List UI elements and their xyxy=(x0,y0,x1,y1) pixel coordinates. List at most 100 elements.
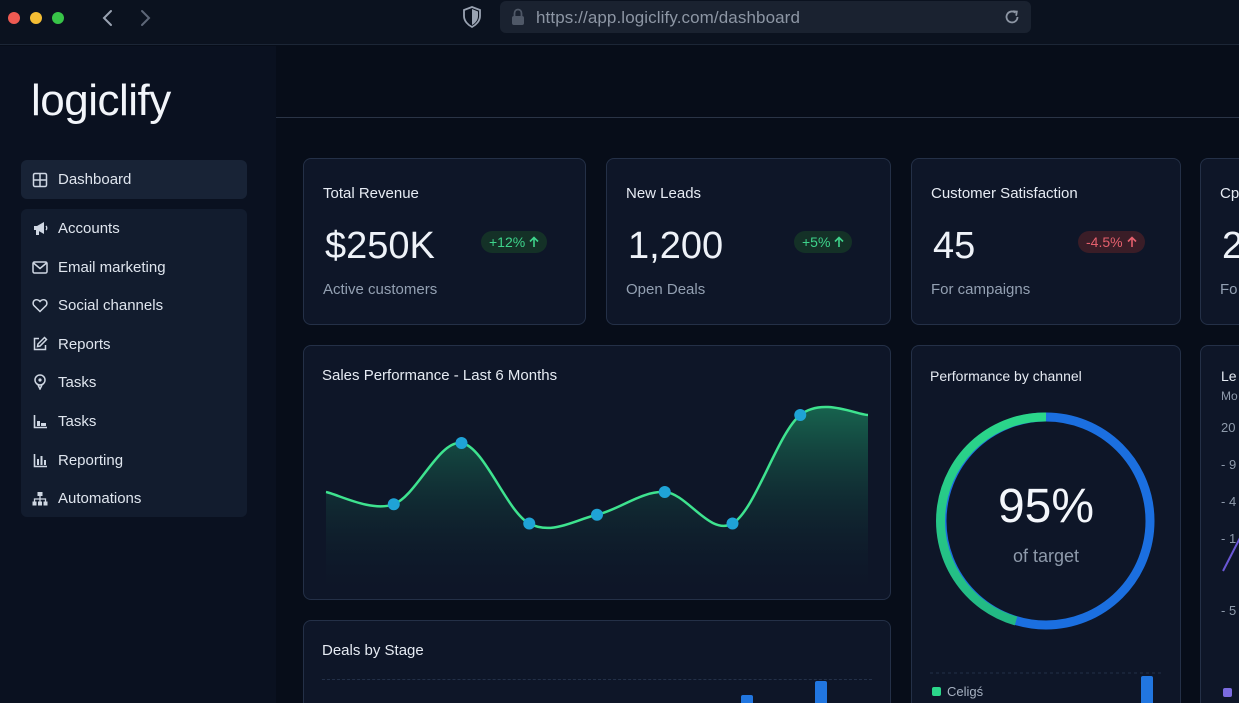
shield-icon[interactable] xyxy=(462,6,482,28)
sidebar-item-label: Reporting xyxy=(58,451,124,469)
url-text: https://app.logiclify.com/dashboard xyxy=(536,8,800,27)
lock-icon xyxy=(512,8,524,25)
sales-data-point[interactable] xyxy=(658,486,671,498)
legend-swatch xyxy=(932,687,941,696)
heart-icon xyxy=(31,296,49,314)
sidebar-item-dashboard[interactable]: Dashboard xyxy=(21,160,247,199)
sales-performance-card: Sales Performance - Last 6 Months xyxy=(303,345,891,600)
sidebar-item-label: Dashboard xyxy=(58,171,132,188)
stat-change-text: +12% xyxy=(489,234,526,250)
sidebar-item-social-channels[interactable]: Social channels xyxy=(21,287,247,323)
stat-change-text: -4.5% xyxy=(1086,234,1123,250)
stat-change-badge: +12% xyxy=(481,231,548,253)
arrow-up-icon xyxy=(834,236,844,247)
sidebar-item-reports[interactable]: Reports xyxy=(21,326,247,362)
card-title: Performance by channel xyxy=(930,368,1082,384)
card-title: Deals by Stage xyxy=(322,642,424,659)
bar-chart-icon xyxy=(31,451,49,469)
legend-swatch xyxy=(1223,688,1232,697)
grid-icon xyxy=(31,171,49,189)
app-logo[interactable]: logiclify xyxy=(31,76,171,125)
performance-value: 95% xyxy=(997,480,1095,533)
sales-data-point[interactable] xyxy=(591,508,603,521)
stat-title: Total Revenue xyxy=(323,185,419,202)
reload-icon[interactable] xyxy=(1003,8,1021,26)
sidebar-item-automations[interactable]: Automations xyxy=(21,480,247,516)
axis-tick: - 4 xyxy=(1221,494,1237,509)
stat-change-text: +5% xyxy=(802,234,831,250)
donut-segment-green xyxy=(936,412,1047,626)
grid-line xyxy=(322,679,872,680)
megaphone-icon xyxy=(31,219,49,237)
sales-data-point[interactable] xyxy=(523,517,536,530)
sidebar-item-label: Reports xyxy=(58,335,111,353)
arrow-up-icon xyxy=(1127,236,1137,247)
sidebar-item-label: Accounts xyxy=(58,219,120,237)
stat-change-badge: -4.5% xyxy=(1078,231,1145,253)
sidebar: logiclify Dashboard Accounts Email marke… xyxy=(0,46,276,703)
close-window-button[interactable] xyxy=(8,12,20,24)
stat-card-clipped[interactable]: Cp 2 Fo xyxy=(1200,158,1239,325)
sidebar-item-label: Tasks xyxy=(58,373,97,391)
arrow-up-icon xyxy=(529,236,539,247)
sales-data-point[interactable] xyxy=(387,498,400,511)
list-chart-icon xyxy=(31,412,49,430)
sidebar-item-reporting[interactable]: Reporting xyxy=(21,442,247,478)
performance-caption: of target xyxy=(1012,546,1080,566)
line-fragment xyxy=(1222,537,1239,572)
edit-icon xyxy=(31,335,49,353)
stat-card-new-leads[interactable]: New Leads 1,200 +5% Open Deals xyxy=(606,158,891,325)
sidebar-item-label: Automations xyxy=(58,489,142,507)
stat-title: New Leads xyxy=(626,185,702,202)
envelope-icon xyxy=(31,258,49,276)
sales-data-point[interactable] xyxy=(726,517,739,530)
address-bar[interactable]: https://app.logiclify.com/dashboard xyxy=(500,1,1031,33)
back-arrow-icon[interactable] xyxy=(98,8,118,28)
performance-by-channel-card: Performance by channel 95% of target Cel… xyxy=(911,345,1181,703)
axis-tick: - 9 xyxy=(1221,457,1237,472)
stat-card-total-revenue[interactable]: Total Revenue $250K +12% Active customer… xyxy=(303,158,586,325)
stat-value: 2 xyxy=(1222,225,1239,268)
deals-by-stage-card: Deals by Stage xyxy=(303,620,891,703)
sales-data-point[interactable] xyxy=(794,409,807,421)
stat-subtitle: Active customers xyxy=(323,281,438,298)
sitemap-icon xyxy=(31,489,49,507)
legend-item: Celigś xyxy=(932,684,983,699)
legend-label: Celigś xyxy=(947,684,984,699)
stat-subtitle: For campaigns xyxy=(931,281,1031,298)
stat-change-badge: +5% xyxy=(794,231,853,253)
sidebar-item-label: Email marketing xyxy=(58,258,166,276)
stage-bar[interactable] xyxy=(815,681,827,703)
minimize-window-button[interactable] xyxy=(30,12,42,24)
sidebar-nav: Accounts Email marketing Social channels… xyxy=(21,209,247,517)
channel-bar[interactable] xyxy=(1141,676,1153,703)
maximize-window-button[interactable] xyxy=(52,12,64,24)
stat-card-customer-satisfaction[interactable]: Customer Satisfaction 45 -4.5% For campa… xyxy=(911,158,1181,325)
sidebar-item-email-marketing[interactable]: Email marketing xyxy=(21,249,247,285)
card-title: Le xyxy=(1221,368,1237,384)
axis-tick: - 1 xyxy=(1221,531,1237,546)
sidebar-item-tasks-2[interactable]: Tasks xyxy=(21,403,247,439)
stat-value: 1,200 xyxy=(628,225,724,267)
card-title: Sales Performance - Last 6 Months xyxy=(322,367,558,384)
axis-tick: - 5 xyxy=(1221,603,1237,618)
pin-icon xyxy=(31,373,49,391)
sidebar-item-label: Social channels xyxy=(58,296,164,314)
stat-value: 45 xyxy=(933,225,976,267)
sidebar-item-tasks[interactable]: Tasks xyxy=(21,364,247,400)
sidebar-item-label: Tasks xyxy=(58,412,97,430)
browser-chrome: https://app.logiclify.com/dashboard xyxy=(0,0,1239,45)
axis-tick: 20 xyxy=(1221,420,1236,435)
stat-title: Cp xyxy=(1220,185,1239,202)
sales-area-chart[interactable] xyxy=(304,346,891,600)
stat-value: $250K xyxy=(325,225,435,267)
header-divider xyxy=(276,117,1239,118)
sales-data-point[interactable] xyxy=(455,437,468,449)
performance-donut[interactable] xyxy=(912,346,1181,703)
clipped-card: Le Mo 20 - 9 - 4 - 1 - 5 xyxy=(1200,345,1239,703)
stat-title: Customer Satisfaction xyxy=(931,185,1078,202)
forward-arrow-icon[interactable] xyxy=(135,8,155,28)
stage-bar[interactable] xyxy=(741,695,753,703)
sidebar-item-accounts[interactable]: Accounts xyxy=(21,210,247,246)
stat-subtitle: Open Deals xyxy=(626,281,706,298)
